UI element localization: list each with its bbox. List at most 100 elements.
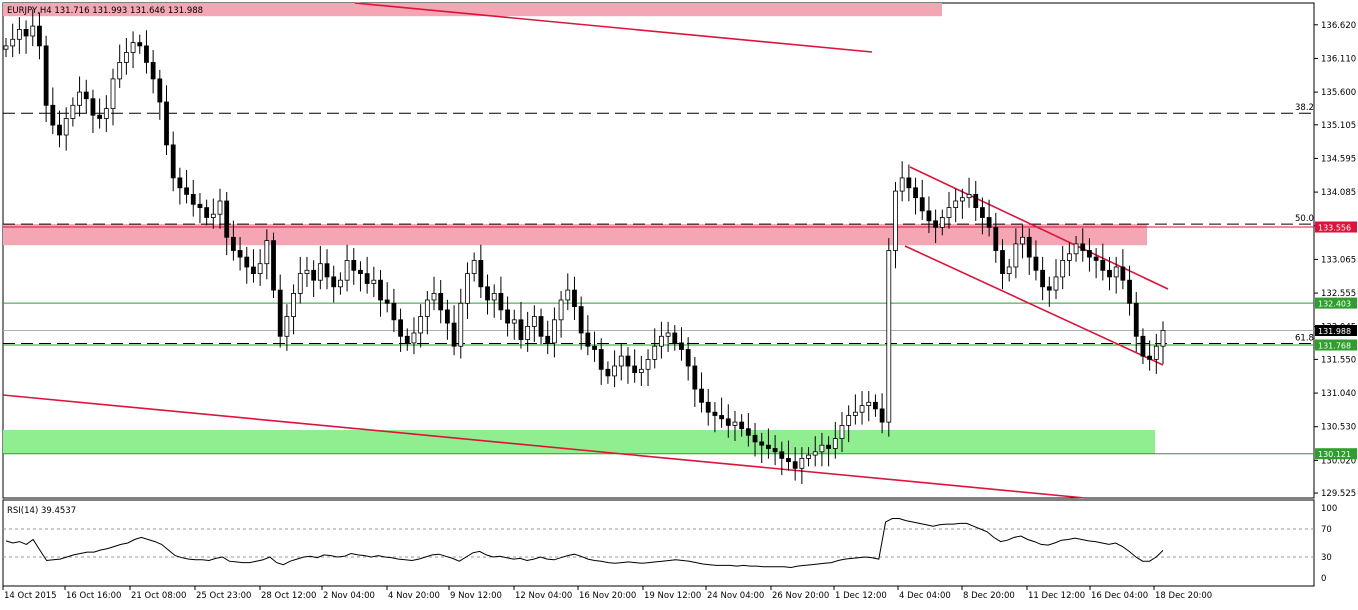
candle-body: [505, 309, 510, 324]
fib-label: 50.0: [1295, 214, 1314, 224]
x-tick-label: 1 Dec 12:00: [835, 591, 887, 601]
candle-body: [959, 197, 965, 202]
candle-body: [799, 457, 805, 469]
x-tick-label: 26 Nov 20:00: [772, 591, 829, 601]
candle-body: [585, 332, 591, 347]
candle-body: [806, 454, 811, 459]
candle-body: [625, 355, 631, 367]
candle-body: [404, 335, 410, 344]
candle-body: [418, 316, 424, 334]
candle-body: [926, 210, 932, 222]
candle-body: [1160, 329, 1166, 347]
trendline-top-left: [354, 2, 873, 53]
candle-body: [879, 408, 885, 423]
candle-body: [170, 144, 176, 179]
candle-body: [953, 200, 959, 208]
candle-body: [103, 108, 109, 119]
candle-body: [1127, 279, 1132, 304]
candle-body: [1140, 335, 1146, 357]
candle-body: [518, 319, 524, 340]
candle-body: [177, 177, 183, 189]
candle-body: [371, 279, 377, 284]
candle-body: [933, 220, 939, 228]
candle-body: [471, 259, 477, 274]
candle-body: [618, 355, 624, 367]
candle-body: [264, 240, 270, 265]
candle-body: [204, 207, 210, 218]
candle-body: [257, 263, 263, 275]
candle-body: [772, 448, 778, 453]
candle-body: [1026, 236, 1032, 258]
candle-body: [866, 401, 872, 406]
candle-body: [545, 335, 551, 344]
x-tick-label: 16 Oct 16:00: [66, 591, 121, 601]
rsi-label: RSI(14) 39.4537: [7, 506, 76, 516]
y-tick-label: 131.550: [1321, 355, 1356, 365]
candle-body: [592, 345, 597, 350]
candle-body: [57, 124, 62, 136]
candle-body: [451, 322, 457, 347]
y-tick-label: 132.555: [1321, 289, 1356, 299]
candle-body: [719, 415, 725, 420]
candle-body: [899, 177, 905, 192]
candle-body: [578, 306, 584, 334]
candle-body: [973, 193, 979, 208]
candle-body: [705, 401, 711, 413]
candle-body: [558, 299, 564, 321]
candle-body: [1147, 355, 1153, 360]
candle-body: [277, 289, 283, 337]
x-tick-label: 9 Nov 12:00: [450, 591, 502, 601]
resistance-zone: [3, 3, 942, 17]
y-axis: 136.620 136.110 135.600 135.105 134.595 134.0…: [1314, 21, 1356, 499]
candle-body: [605, 368, 611, 377]
candle-body: [531, 316, 537, 327]
y-tick-label: 130.530: [1321, 423, 1356, 433]
candle-body: [906, 177, 912, 189]
price-tag-label: 132.403: [1318, 300, 1351, 309]
candle-body: [130, 42, 136, 53]
candle-body: [812, 451, 818, 456]
candle-body: [939, 217, 945, 228]
candle-body: [331, 276, 337, 288]
candle-body: [1113, 266, 1119, 278]
candle-body: [117, 62, 123, 80]
candle-body: [478, 259, 484, 288]
candle-body: [873, 401, 878, 410]
candle-body: [893, 190, 898, 251]
candle-body: [284, 316, 290, 337]
candle-body: [384, 299, 390, 304]
candle-body: [552, 319, 557, 344]
x-tick-label: 16 Nov 20:00: [579, 591, 636, 601]
candle-body: [224, 200, 230, 238]
candle-body: [659, 335, 664, 347]
candle-body: [852, 411, 858, 416]
price-tag-bg: [1315, 297, 1357, 309]
candle-body: [1087, 250, 1092, 258]
candle-body: [144, 45, 149, 63]
candle-body: [137, 42, 143, 47]
candle-body: [63, 118, 69, 136]
candle-body: [431, 292, 437, 301]
x-tick-label: 4 Nov 20:00: [388, 591, 440, 601]
candle-body: [1000, 250, 1005, 275]
y-tick-label: 129.525: [1321, 489, 1356, 499]
fib-label: 38.2: [1295, 103, 1314, 113]
support-zone: [3, 430, 1155, 454]
candle-body: [1020, 236, 1025, 245]
rsi-axis-label: 30: [1321, 553, 1332, 563]
y-tick-label: 133.065: [1321, 255, 1356, 265]
candle-body: [745, 428, 751, 436]
candle-body: [237, 250, 243, 258]
candle-body: [946, 207, 952, 218]
y-tick-label: 134.085: [1321, 188, 1356, 198]
candle-body: [217, 200, 223, 215]
candle-body: [759, 441, 765, 446]
x-tick-label: 21 Oct 08:00: [131, 591, 186, 601]
candle-body: [77, 91, 82, 106]
candle-body: [846, 415, 852, 426]
candle-body: [50, 104, 56, 126]
candle-body: [993, 226, 999, 251]
candle-body: [980, 207, 985, 218]
x-tick-label: 14 Oct 2015: [4, 591, 57, 601]
